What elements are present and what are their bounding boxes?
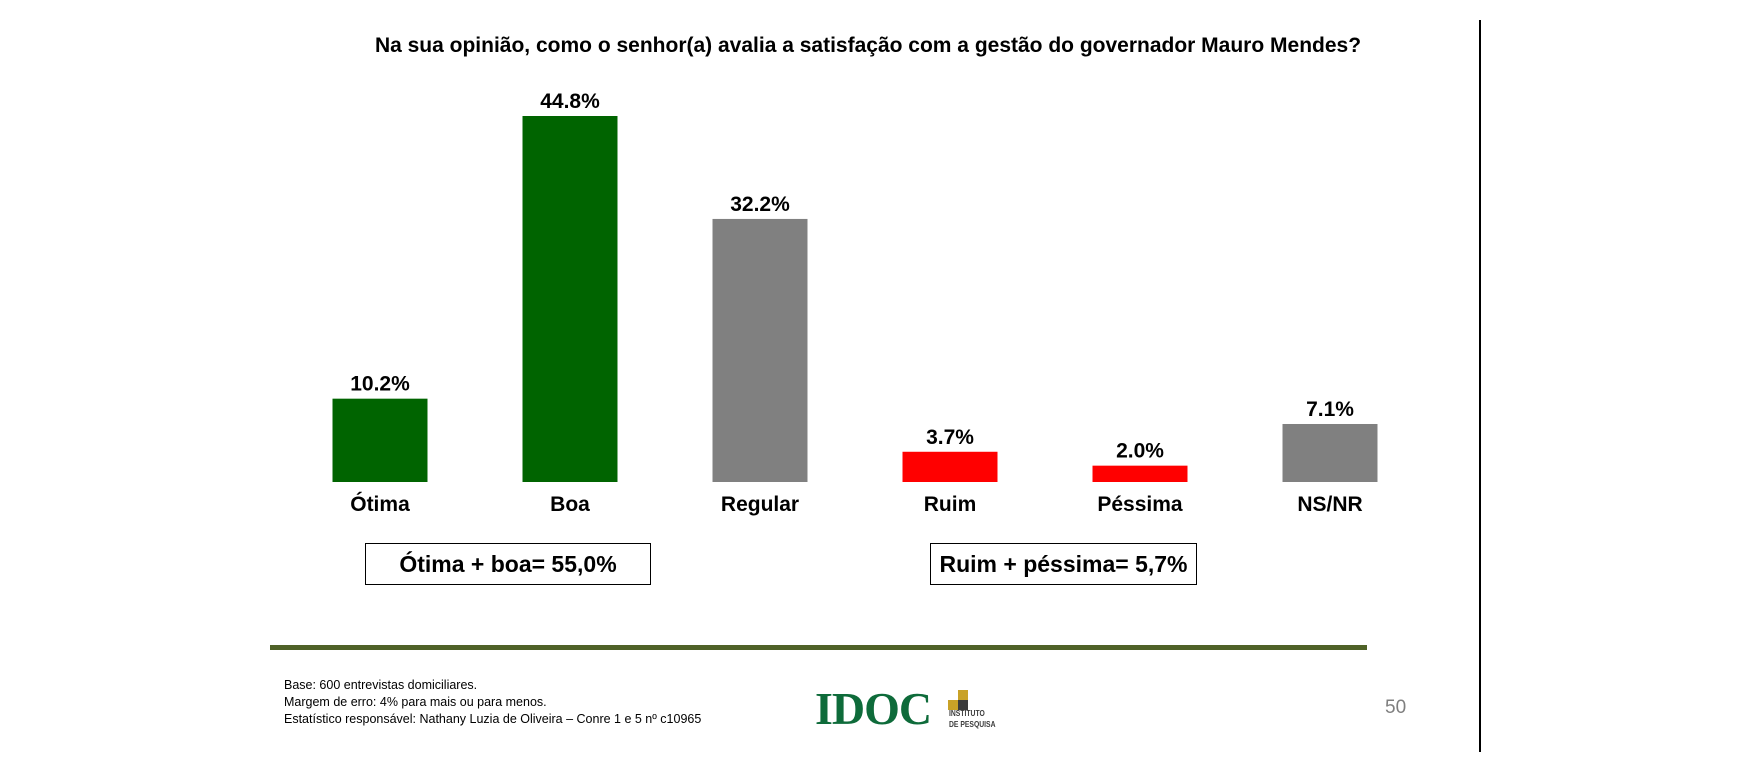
category-label-ruim: Ruim: [924, 493, 977, 516]
positive-summary-box: Ótima + boa= 55,0%: [365, 543, 651, 585]
category-label-boa: Boa: [550, 493, 590, 516]
bar-boa: [522, 116, 618, 482]
logo-sub-line1: INSTITUTO: [949, 708, 985, 718]
bar-ns-nr: [1282, 423, 1378, 482]
negative-summary-box: Ruim + péssima= 5,7%: [930, 543, 1197, 585]
logo-sub-line2: DE PESQUISA: [949, 719, 996, 729]
footnote-margin: Margem de erro: 4% para mais ou para men…: [284, 695, 547, 709]
value-label-boa: 44.8%: [540, 90, 600, 113]
slide-edge-line: [1479, 20, 1481, 752]
value-label-ns-nr: 7.1%: [1306, 398, 1354, 421]
value-label-pessima: 2.0%: [1116, 440, 1164, 463]
bar-regular: [712, 218, 808, 482]
idoc-logo: IDOC INSTITUTO DE PESQUISA: [815, 686, 995, 732]
methodology-footnote: Base: 600 entrevistas domiciliares. Marg…: [284, 677, 701, 728]
footnote-statistician: Estatístico responsável: Nathany Luzia d…: [284, 712, 702, 726]
logo-squares-icon: [948, 690, 970, 712]
chart-title: Na sua opinião, como o senhor(a) avalia …: [374, 34, 1362, 57]
footnote-base: Base: 600 entrevistas domiciliares.: [284, 678, 478, 692]
separator-rule: [270, 645, 1367, 650]
logo-subtitle: INSTITUTO DE PESQUISA: [949, 708, 995, 730]
bar-otima: [332, 398, 428, 482]
category-label-ns-nr: NS/NR: [1297, 493, 1362, 516]
category-label-pessima: Péssima: [1097, 493, 1183, 516]
category-label-otima: Ótima: [350, 492, 410, 516]
value-label-regular: 32.2%: [730, 193, 790, 216]
value-label-otima: 10.2%: [350, 373, 410, 396]
bar-ruim: [902, 451, 998, 482]
value-label-ruim: 3.7%: [926, 426, 974, 449]
page-number: 50: [1385, 697, 1407, 718]
bar-pessima: [1092, 465, 1188, 482]
category-label-regular: Regular: [721, 493, 799, 516]
logo-wordmark: IDOC: [815, 683, 932, 734]
